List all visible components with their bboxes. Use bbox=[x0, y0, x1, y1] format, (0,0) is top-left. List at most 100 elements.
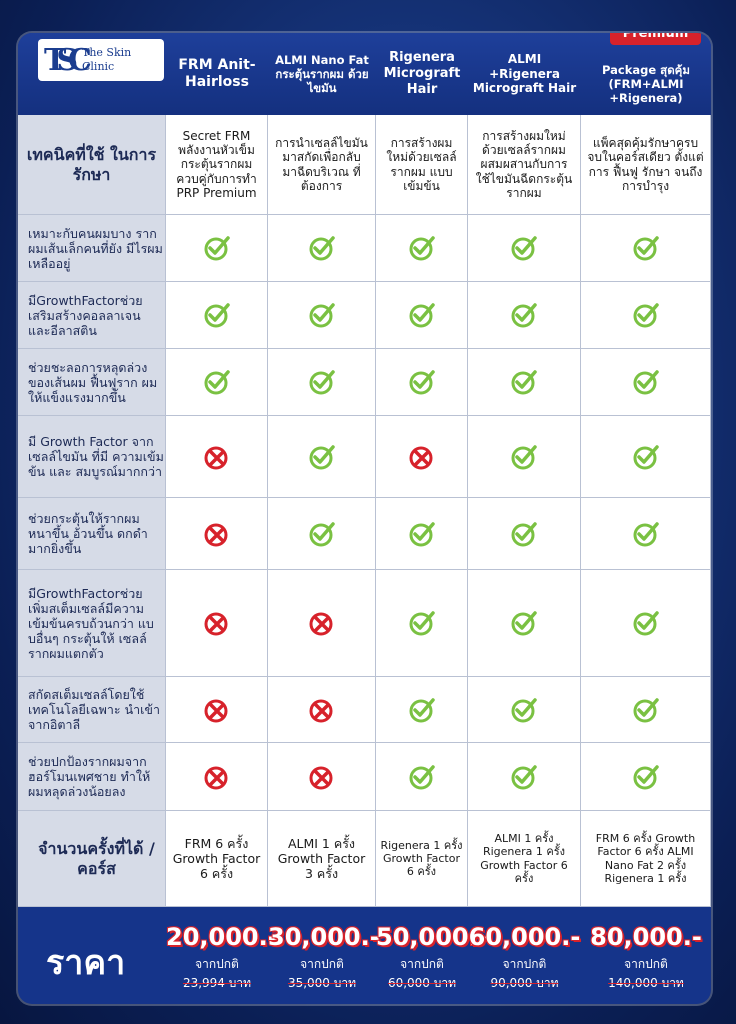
table-cell bbox=[376, 743, 468, 811]
table-header: TSC The Skin Clinic FRM Anit-Hairloss AL… bbox=[18, 33, 711, 115]
check-icon bbox=[511, 697, 537, 722]
table-cell bbox=[581, 215, 711, 282]
check-icon bbox=[309, 521, 335, 546]
column-header-almi: ALMI Nano Fat กระตุ้นรากผม ด้วยไขมัน bbox=[275, 52, 369, 95]
table-cell: ALMI 1 ครั้ง Growth Factor 3 ครั้ง bbox=[268, 811, 376, 907]
table-cell bbox=[468, 349, 581, 416]
row-label: จำนวนครั้งที่ได้ /คอร์ส bbox=[18, 811, 166, 907]
check-icon bbox=[309, 303, 335, 328]
check-icon bbox=[409, 697, 435, 722]
cross-icon bbox=[204, 446, 227, 469]
table-cell: ALMI 1 ครั้ง Rigenera 1 ครั้ง Growth Fac… bbox=[468, 811, 581, 907]
row-label: มีGrowthFactorช่วย เสริมสร้างคอลลาเจน แล… bbox=[18, 282, 166, 349]
table-cell: แพ็คสุดคุ้มรักษาครบ จบในคอร์สเดียว ตั้งแ… bbox=[581, 115, 711, 215]
cross-icon bbox=[309, 766, 332, 789]
table-cell bbox=[166, 215, 268, 282]
check-icon bbox=[633, 697, 659, 722]
cross-icon bbox=[204, 612, 227, 636]
price-item: 60,000.- จากปกติ 90,000 บาท bbox=[468, 923, 581, 993]
check-icon bbox=[633, 444, 659, 469]
price-value: 30,000.- bbox=[268, 923, 380, 951]
table-cell bbox=[268, 743, 376, 811]
column-header-frm: FRM Anit-Hairloss bbox=[178, 56, 256, 90]
row-label: สกัดสเต็มเซลล์โดยใช้ เทคโนโลยีเฉพาะ นำเข… bbox=[18, 677, 166, 743]
table-cell bbox=[376, 416, 468, 498]
price-old: 35,000 บาท bbox=[287, 976, 357, 990]
table-cell bbox=[468, 215, 581, 282]
table-cell bbox=[376, 349, 468, 416]
column-header-almi-rigenera: ALMI +Rigenera Micrograft Hair bbox=[472, 52, 577, 96]
check-icon bbox=[511, 370, 537, 395]
table-cell bbox=[581, 570, 711, 677]
table-cell bbox=[468, 743, 581, 811]
price-old: 140,000 บาท bbox=[608, 976, 684, 990]
row-label: มี Growth Factor จากเซลล์ไขมัน ที่มี ควา… bbox=[18, 416, 166, 498]
table-cell bbox=[581, 282, 711, 349]
price-old: 90,000 บาท bbox=[490, 976, 559, 990]
check-icon bbox=[309, 370, 335, 395]
table-cell bbox=[166, 498, 268, 570]
column-header-rigenera: Rigenera Micrograft Hair bbox=[383, 50, 461, 97]
table-row: เหมาะกับคนผมบาง รากผมเส้นเล็กคนที่ยัง มี… bbox=[18, 215, 711, 282]
check-icon bbox=[633, 521, 659, 546]
table-cell bbox=[376, 498, 468, 570]
table-cell bbox=[268, 677, 376, 743]
table-cell bbox=[376, 570, 468, 677]
price-sub: จากปกติ bbox=[502, 957, 547, 971]
price-item: 20,000.- จากปกติ 23,994 บาท bbox=[166, 923, 278, 993]
table-row: ช่วยชะลอการหลุดล่วง ของเส้นผม ฟื้นฟูราก … bbox=[18, 349, 711, 416]
check-icon bbox=[511, 236, 537, 261]
check-icon bbox=[409, 521, 435, 546]
table-cell bbox=[166, 282, 268, 349]
table-row: มีGrowthFactorช่วย เพิ่มสเต็มเซลล์มีความ… bbox=[18, 570, 711, 677]
check-icon bbox=[511, 764, 537, 789]
row-label: ช่วยชะลอการหลุดล่วง ของเส้นผม ฟื้นฟูราก … bbox=[18, 349, 166, 416]
table-cell bbox=[468, 416, 581, 498]
table-cell: FRM 6 ครั้ง Growth Factor 6 ครั้ง bbox=[166, 811, 268, 907]
table-cell bbox=[468, 570, 581, 677]
check-icon bbox=[204, 236, 230, 261]
table-cell bbox=[468, 282, 581, 349]
row-label: เหมาะกับคนผมบาง รากผมเส้นเล็กคนที่ยัง มี… bbox=[18, 215, 166, 282]
table-cell bbox=[268, 215, 376, 282]
table-row: มีGrowthFactorช่วย เสริมสร้างคอลลาเจน แล… bbox=[18, 282, 711, 349]
check-icon bbox=[511, 444, 537, 469]
table-cell bbox=[581, 677, 711, 743]
price-value: 60,000.- bbox=[468, 923, 581, 951]
table-cell bbox=[581, 498, 711, 570]
table-cell bbox=[581, 349, 711, 416]
table-cell: การนำเซลล์ไขมัน มาสกัดเพื่อกลับ มาฉีดบริ… bbox=[268, 115, 376, 215]
table-cell bbox=[468, 498, 581, 570]
logo-mark: TSC bbox=[44, 42, 92, 78]
check-icon bbox=[511, 611, 537, 636]
table-cell: การสร้างผมใหม่ ด้วยเซลล์รากผม ผสมผสานกับ… bbox=[468, 115, 581, 215]
row-label: ช่วยกระตุ้นให้รากผม หนาขึ้น อ้วนขึ้น ดกด… bbox=[18, 498, 166, 570]
row-label: มีGrowthFactorช่วย เพิ่มสเต็มเซลล์มีความ… bbox=[18, 570, 166, 677]
table-cell bbox=[376, 215, 468, 282]
table-cell bbox=[268, 349, 376, 416]
price-label: ราคา bbox=[46, 943, 126, 983]
price-sub: จากปกติ bbox=[624, 957, 668, 971]
table-cell bbox=[166, 570, 268, 677]
table-cell bbox=[376, 677, 468, 743]
price-value: 20,000.- bbox=[166, 923, 278, 951]
comparison-card: TSC The Skin Clinic FRM Anit-Hairloss AL… bbox=[18, 33, 711, 1004]
check-icon bbox=[633, 370, 659, 395]
check-icon bbox=[633, 611, 659, 636]
price-sub: จากปกติ bbox=[195, 957, 239, 971]
check-icon bbox=[633, 236, 659, 261]
cross-icon bbox=[309, 612, 332, 636]
check-icon bbox=[511, 521, 537, 546]
price-sub: จากปกติ bbox=[400, 957, 444, 971]
check-icon bbox=[409, 764, 435, 789]
check-icon bbox=[309, 444, 335, 469]
table-cell bbox=[166, 677, 268, 743]
check-icon bbox=[511, 303, 537, 328]
cross-icon bbox=[204, 766, 227, 789]
price-item: 80,000.- จากปกติ 140,000 บาท bbox=[581, 923, 711, 993]
table-cell bbox=[376, 282, 468, 349]
check-icon bbox=[204, 303, 230, 328]
cross-icon bbox=[204, 523, 227, 546]
table-cell: การสร้างผม ใหม่ด้วยเซลล์ รากผม แบบเข้มข้… bbox=[376, 115, 468, 215]
price-old: 23,994 บาท bbox=[182, 976, 252, 990]
